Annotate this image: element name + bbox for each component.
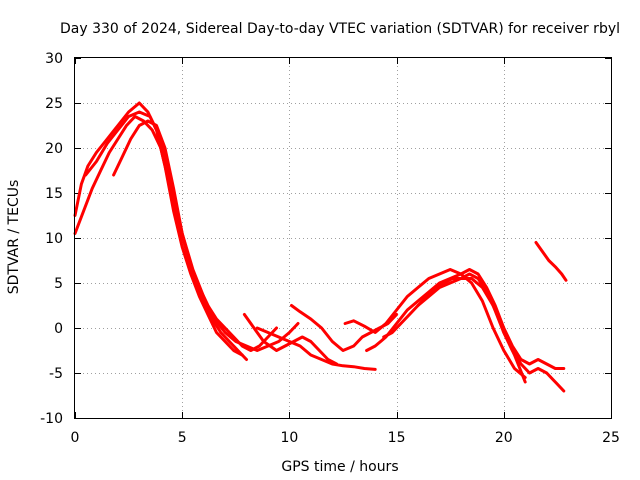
x-tick-label: 0 [71,430,80,446]
y-tick-label: 10 [45,231,63,247]
series-line-arc-12 [534,241,568,282]
y-tick-label: 0 [54,321,63,337]
y-tick-label: 5 [54,276,63,292]
y-tick-label: 15 [45,186,63,202]
series-line-arc-2 [73,115,248,361]
series-line-arc-8 [343,268,527,379]
series-line-arc-10 [382,272,566,393]
x-tick-label: 15 [388,430,406,446]
y-tick-label: 25 [45,96,63,112]
grid-lines [75,58,611,418]
y-tick-label: -5 [49,366,63,382]
y-tick-label: 20 [45,141,63,157]
chart-title: Day 330 of 2024, Sidereal Day-to-day VTE… [60,21,620,37]
series-line-arc-9 [365,268,566,370]
x-axis-label: GPS time / hours [281,459,398,475]
x-tick-label: 5 [178,430,187,446]
y-tick-labels: -10 -5 0 5 10 15 20 25 30 [40,51,63,427]
series-line-arc-4 [112,119,278,352]
data-series [73,101,568,393]
plot-frame [74,57,612,419]
x-tick-label: 25 [602,430,620,446]
series-line-arc-6 [255,326,377,371]
y-tick-label: -10 [40,411,63,427]
x-tick-labels: 0 5 10 15 20 25 [71,430,620,446]
y-tick-label: 30 [45,51,63,67]
y-axis-label: SDTVAR / TECUs [6,180,22,295]
series-line-arc-11 [416,277,527,384]
x-tick-label: 20 [495,430,513,446]
series-line-arc-3 [84,110,300,352]
series-line-arc-5 [242,313,339,366]
x-tick-label: 10 [280,430,298,446]
